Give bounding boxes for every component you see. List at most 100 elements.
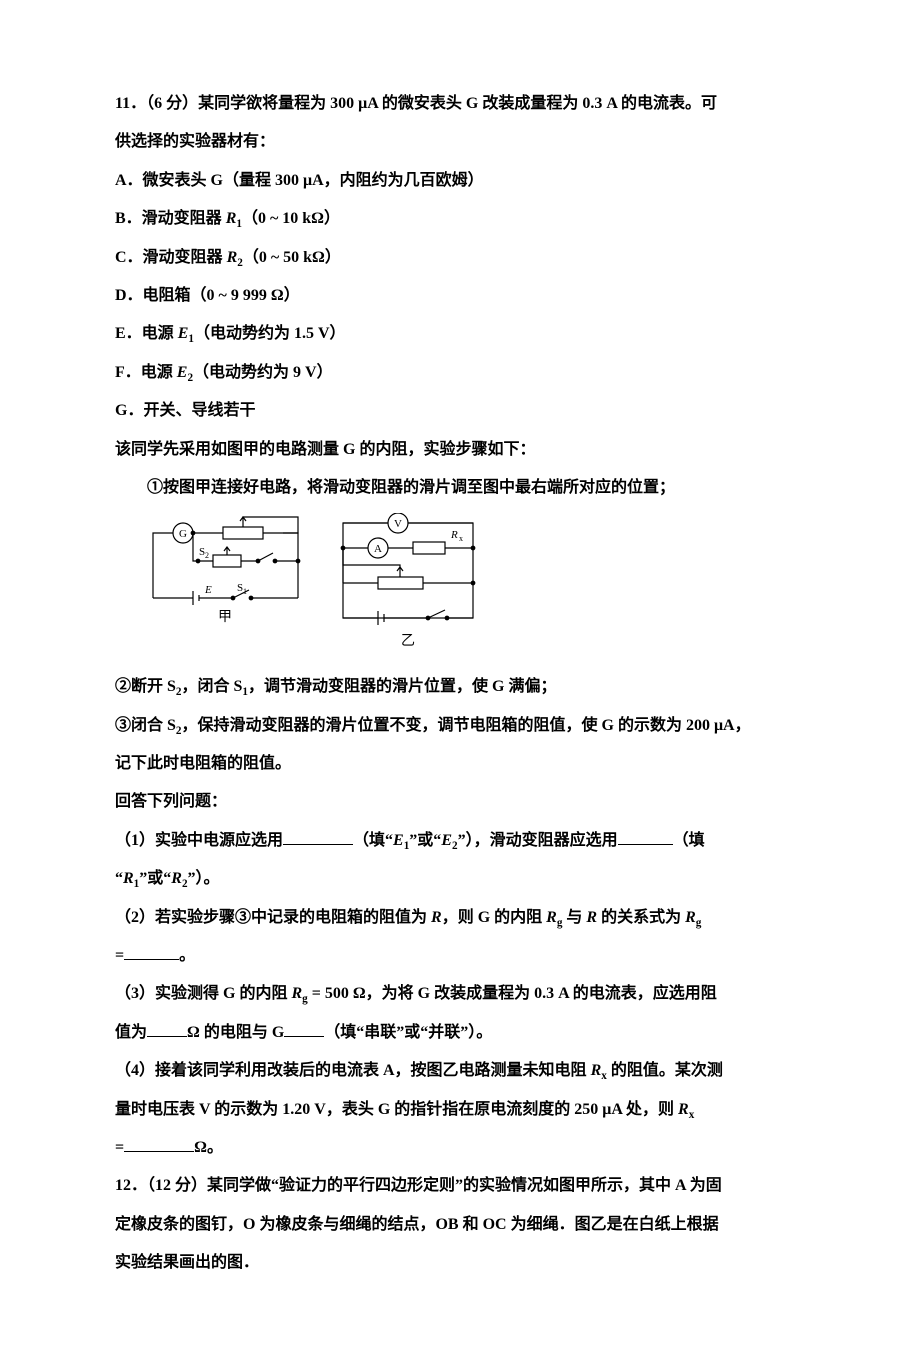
opt-e-post: （电动势约为 1.5 V）: [194, 325, 346, 342]
p1-h1a: （填“: [353, 832, 393, 849]
q11-step3-line2: 记下此时电阻箱的阻值。: [115, 745, 805, 783]
p2-Rg: R: [546, 909, 557, 926]
p2-eq: =: [115, 947, 124, 964]
circuit-jia: G: [143, 513, 313, 637]
q11-p4-line1: （4）接着该同学利用改装后的电流表 A，按图乙电路测量未知电阻 Rx 的阻值。某…: [115, 1052, 805, 1090]
q11-option-E: E．电源 E1（电动势约为 1.5 V）: [115, 315, 805, 353]
p1-l2b: ”或“: [139, 870, 171, 887]
p2-post: 的关系式为: [597, 909, 685, 926]
p1-pre: （1）实验中电源应选用: [115, 832, 283, 849]
s2-pre: ②断开 S: [115, 678, 176, 695]
q12-line2: 定橡皮条的图钉，O 为橡皮条与细绳的结点，OB 和 OC 为细绳．图乙是在白纸上…: [115, 1206, 805, 1244]
q11-p3-line2: 值为 Ω 的电阻与 G （填“串联”或“并联”）。: [115, 1014, 805, 1052]
q11-stem-line2: 供选择的实验器材有：: [115, 123, 805, 161]
document-page: 11．（6 分）某同学欲将量程为 300 μA 的微安表头 G 改装成量程为 0…: [0, 0, 920, 1368]
s2-mid: ，闭合 S: [182, 678, 243, 695]
p4-pre: （4）接着该同学利用改装后的电流表 A，按图乙电路测量未知电阻: [115, 1062, 591, 1079]
p3-hint: （填“串联”或“并联”）。: [324, 1024, 492, 1041]
p4-x2: x: [689, 1109, 695, 1121]
opt-e-pre: E．电源: [115, 325, 178, 342]
p4-mid: 的阻值。某次测: [607, 1062, 723, 1079]
q11-stem-a: 某同学欲将量程为 300 μA 的微安表头 G 改装成量程为 0.3 A 的电流…: [198, 95, 717, 112]
q11-option-D: D．电阻箱（0 ~ 9 999 Ω）: [115, 277, 805, 315]
p2-mid: ，则 G 的内阻: [442, 909, 546, 926]
opt-e-sym: E: [178, 325, 189, 342]
p1-h1c: ”），滑动变阻器应选用: [458, 832, 618, 849]
p2-Rg2: R: [685, 909, 696, 926]
p1-h2: （填: [673, 832, 705, 849]
q12-line3: 实验结果画出的图．: [115, 1244, 805, 1282]
p2-end: 。: [179, 947, 195, 964]
q11-p3-line1: （3）实验测得 G 的内阻 Rg = 500 Ω，为将 G 改装成量程为 0.3…: [115, 975, 805, 1013]
svg-text:x: x: [459, 534, 463, 543]
opt-c-post: （0 ~ 50 kΩ）: [243, 249, 341, 266]
q11-stem-line1: 11．（6 分）某同学欲将量程为 300 μA 的微安表头 G 改装成量程为 0…: [115, 85, 805, 123]
s2-post: ，调节滑动变阻器的滑片位置，使 G 满偏；: [248, 678, 556, 695]
p1-h1b: ”或“: [409, 832, 441, 849]
opt-f-sym: E: [177, 364, 188, 381]
blank-1b: [618, 828, 673, 845]
p3-l2a: 值为: [115, 1024, 147, 1041]
svg-text:乙: 乙: [401, 633, 415, 649]
circuit-yi: V A R x: [333, 513, 483, 662]
q11-number: 11．: [115, 95, 146, 112]
q11-p1-line2: “R1”或“R2”）。: [115, 860, 805, 898]
s3-pre: ③闭合 S: [115, 717, 176, 734]
p1-l2c: ”）。: [188, 870, 220, 887]
q11-bridge: 该同学先采用如图甲的电路测量 G 的内阻，实验步骤如下：: [115, 431, 805, 469]
q11-option-C: C．滑动变阻器 R2（0 ~ 50 kΩ）: [115, 239, 805, 277]
p3-val: = 500 Ω，为将 G 改装成量程为 0.3 A 的电流表，应选用阻: [308, 985, 717, 1002]
q12-number: 12．: [115, 1177, 147, 1194]
svg-text:G: G: [179, 528, 187, 540]
p3-pre: （3）实验测得 G 的内阻: [115, 985, 291, 1002]
blank-3b: [284, 1020, 324, 1037]
q11-step1: ①按图甲连接好电路，将滑动变阻器的滑片调至图中最右端所对应的位置；: [115, 469, 805, 507]
q11-step3-line1: ③闭合 S2，保持滑动变阻器的滑片位置不变，调节电阻箱的阻值，使 G 的示数为 …: [115, 707, 805, 745]
svg-text:1: 1: [243, 587, 247, 596]
p2-R: R: [431, 909, 442, 926]
p3-Rg: R: [291, 985, 302, 1002]
svg-text:A: A: [374, 543, 382, 555]
q11-option-A: A．微安表头 G（量程 300 μA，内阻约为几百欧姆）: [115, 162, 805, 200]
q11-score: （6 分）: [146, 95, 198, 112]
p4-Rx: R: [591, 1062, 602, 1079]
q11-answer-header: 回答下列问题：: [115, 783, 805, 821]
svg-text:2: 2: [205, 551, 209, 560]
svg-text:R: R: [450, 529, 458, 541]
p1-r1: R: [123, 870, 134, 887]
blank-2: [124, 943, 179, 960]
q11-p4-line3: = Ω。: [115, 1129, 805, 1167]
svg-text:E: E: [204, 584, 212, 596]
opt-b-post: （0 ~ 10 kΩ）: [242, 210, 340, 227]
q12-line1: 12．（12 分）某同学做“验证力的平行四边形定则”的实验情况如图甲所示，其中 …: [115, 1167, 805, 1205]
blank-1a: [283, 828, 353, 845]
p4-l2: 量时电压表 V 的示数为 1.20 V，表头 G 的指针指在原电流刻度的 250…: [115, 1101, 678, 1118]
opt-b-sym: R: [226, 210, 237, 227]
p1-e1: E: [393, 832, 404, 849]
opt-f-post: （电动势约为 9 V）: [193, 364, 333, 381]
q12-score: （12 分）: [147, 1177, 207, 1194]
blank-4: [124, 1135, 194, 1152]
p1-e2: E: [441, 832, 452, 849]
opt-f-pre: F．电源: [115, 364, 177, 381]
q11-option-B: B．滑动变阻器 R1（0 ~ 10 kΩ）: [115, 200, 805, 238]
q12-l1: 某同学做“验证力的平行四边形定则”的实验情况如图甲所示，其中 A 为固: [207, 1177, 722, 1194]
opt-b-pre: B．滑动变阻器: [115, 210, 226, 227]
svg-text:V: V: [394, 518, 402, 530]
p4-Rx2: R: [678, 1101, 689, 1118]
opt-c-sym: R: [227, 249, 238, 266]
p4-unit: Ω。: [194, 1139, 223, 1156]
q11-p1-line1: （1）实验中电源应选用（填“E1”或“E2”），滑动变阻器应选用（填: [115, 822, 805, 860]
p2-mid2: 与: [562, 909, 586, 926]
p3-unit: Ω 的电阻与 G: [187, 1024, 284, 1041]
q11-step2: ②断开 S2，闭合 S1，调节滑动变阻器的滑片位置，使 G 满偏；: [115, 668, 805, 706]
svg-text:甲: 甲: [218, 610, 232, 625]
q11-option-G: G．开关、导线若干: [115, 392, 805, 430]
blank-3a: [147, 1020, 187, 1037]
p1-l2a: “: [115, 870, 123, 887]
q11-option-F: F．电源 E2（电动势约为 9 V）: [115, 354, 805, 392]
opt-c-pre: C．滑动变阻器: [115, 249, 227, 266]
p2-pre: （2）若实验步骤③中记录的电阻箱的阻值为: [115, 909, 431, 926]
q11-p2-line2: =。: [115, 937, 805, 975]
p4-eq: =: [115, 1139, 124, 1156]
